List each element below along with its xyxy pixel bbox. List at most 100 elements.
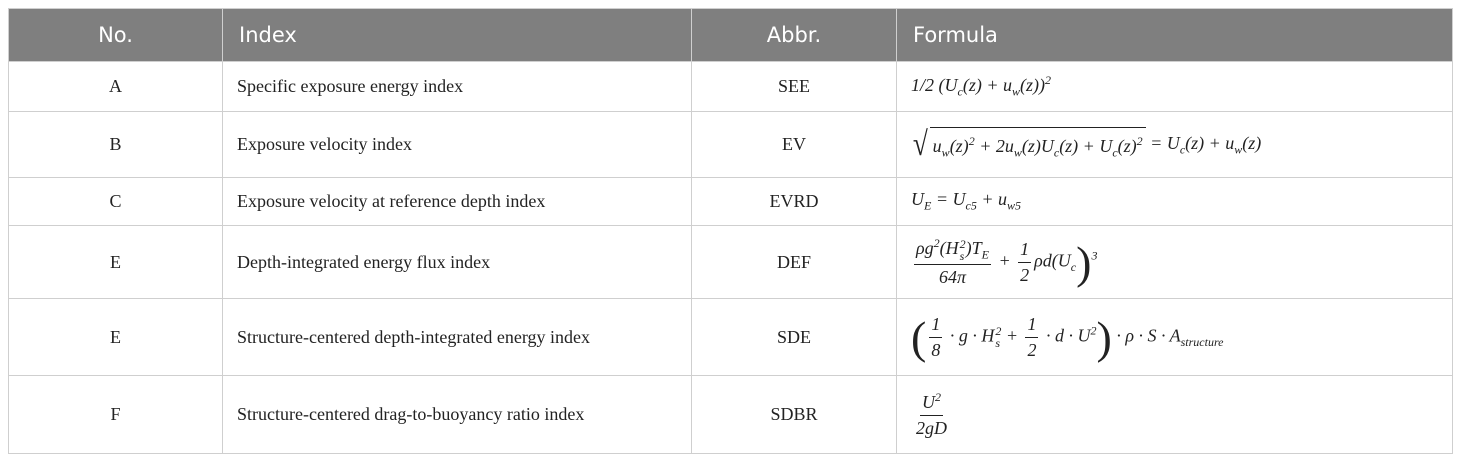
formula-text: 1 — [931, 313, 941, 334]
numerator: 1 — [929, 313, 943, 338]
number-cell: A — [8, 61, 223, 112]
formula-text: 8 — [931, 339, 941, 360]
formula-text: + u — [976, 189, 1007, 210]
index-cell: Exposure velocity at reference depth ind… — [222, 177, 692, 226]
abbr-cell: EV — [691, 111, 897, 178]
fraction: U2 2gD — [914, 390, 949, 439]
subscript: s — [995, 336, 1000, 350]
formula-text: (z) — [949, 135, 969, 156]
subscript: structure — [1180, 334, 1224, 349]
abbr-cell: SEE — [691, 61, 897, 112]
formula-text: U — [922, 392, 935, 412]
formula-text: 2 — [1020, 264, 1030, 285]
formula-text: 1/2 (U — [911, 75, 958, 96]
header-row: No. Index Abbr. Formula — [8, 8, 1453, 62]
superscript: 3 — [1091, 248, 1098, 263]
formula-cell: ρg2(H 2 s)TE 64π + 1 2 ρd(Uc)3 — [896, 225, 1453, 299]
superscript: 2 — [995, 324, 1002, 338]
formula-text: 1 — [1020, 238, 1030, 259]
formula-text: (z)U — [1021, 135, 1054, 156]
formula-text: ( — [911, 311, 927, 363]
formula-text: u — [932, 135, 942, 156]
index-cell: Exposure velocity index — [222, 111, 692, 178]
table-row: A Specific exposure energy index SEE 1/2 (U… — [8, 61, 1453, 112]
superscript: 2 — [968, 133, 975, 148]
formula-text: ρd(U — [1034, 250, 1071, 271]
superscript: 2 — [1044, 73, 1051, 88]
subscript: c — [1070, 259, 1077, 274]
number-cell: F — [8, 375, 223, 454]
header-cell: No. — [8, 8, 223, 62]
abbr-cell: SDBR — [691, 375, 897, 454]
formula-text: (z) + u — [1185, 132, 1235, 153]
radical-sign: √ — [912, 125, 928, 163]
formula-text: + 2u — [974, 135, 1014, 156]
index-cell: Structure-centered drag-to-buoyancy rati… — [222, 375, 692, 454]
denominator: 64π — [937, 265, 968, 288]
subscript: c — [1179, 142, 1186, 157]
formula-table: No. Index Abbr. Formula A Specific exposu… — [8, 8, 1453, 454]
formula-text: · d · U — [1041, 325, 1091, 346]
superscript: 2 — [1090, 323, 1097, 338]
header-cell: Formula — [896, 8, 1453, 62]
superscript: 2 — [1136, 133, 1143, 148]
number-cell: B — [8, 111, 223, 178]
formula-text: (z) — [1117, 135, 1137, 156]
formula-text: U — [911, 189, 924, 210]
number-cell: C — [8, 177, 223, 226]
numerator: ρg 2(H 2 s)TE — [914, 236, 991, 266]
numerator: 1 — [1018, 238, 1032, 263]
square-root: √ uw(z)2 + 2uw(z)Uc(z) + Uc(z)2 — [911, 125, 1146, 163]
formula-text: 64π — [938, 267, 967, 288]
denominator: 8 — [929, 338, 942, 361]
table-row: C Exposure velocity at reference depth in… — [8, 177, 1453, 226]
index-cell: Specific exposure energy index — [222, 61, 692, 112]
header-cell: Abbr. — [691, 8, 897, 62]
subscript: s — [959, 248, 965, 263]
formula-text: (z) + U — [1059, 135, 1113, 156]
subscript: w5 — [1006, 198, 1021, 213]
formula-text: 2gD — [916, 418, 947, 438]
formula-text: (z) + u — [962, 75, 1012, 96]
subscript: w — [1011, 84, 1020, 99]
formula-text: ) — [1076, 236, 1092, 288]
table-row: F Structure-centered drag-to-buoyancy rat… — [8, 375, 1453, 454]
formula-text: ρg — [916, 237, 934, 258]
formula-text: (z)) — [1019, 75, 1045, 96]
subscript: E — [924, 198, 932, 213]
denominator: 2 — [1025, 338, 1038, 361]
formula-cell: UE = Uc5 + uw5 — [896, 177, 1453, 226]
formula-cell: 1/2 (Uc(z) + uw(z))2 — [896, 61, 1453, 112]
number-cell: E — [8, 225, 223, 299]
formula-text: (H — [939, 237, 959, 258]
subscript: c5 — [965, 198, 977, 213]
formula-text: · ρ · S · A — [1111, 325, 1181, 346]
formula-text: )T — [965, 237, 982, 258]
subscript: E — [981, 247, 989, 262]
formula-text: + — [1001, 325, 1023, 346]
subscript: c — [1053, 145, 1060, 160]
subscript: w — [1013, 145, 1022, 160]
formula-text: = U — [1145, 132, 1180, 153]
table-row: E Depth-integrated energy flux index DEF ρg… — [8, 225, 1453, 299]
number-cell: E — [8, 298, 223, 376]
subscript: w — [1234, 142, 1243, 157]
table-row: E Structure-centered depth-integrated ene… — [8, 298, 1453, 376]
formula-text: (z) — [1242, 132, 1262, 153]
index-cell: Depth-integrated energy flux index — [222, 225, 692, 299]
denominator: 2 — [1018, 263, 1031, 286]
formula-text: 2 — [1027, 339, 1037, 360]
header-cell: Index — [222, 8, 692, 62]
formula-text: 1 — [1027, 313, 1037, 334]
denominator: 2gD — [914, 416, 949, 439]
superscript: 2 — [959, 236, 966, 251]
fraction: ρg 2(H 2 s)TE 64π — [914, 236, 991, 289]
abbr-cell: SDE — [691, 298, 897, 376]
numerator: U2 — [920, 390, 943, 416]
